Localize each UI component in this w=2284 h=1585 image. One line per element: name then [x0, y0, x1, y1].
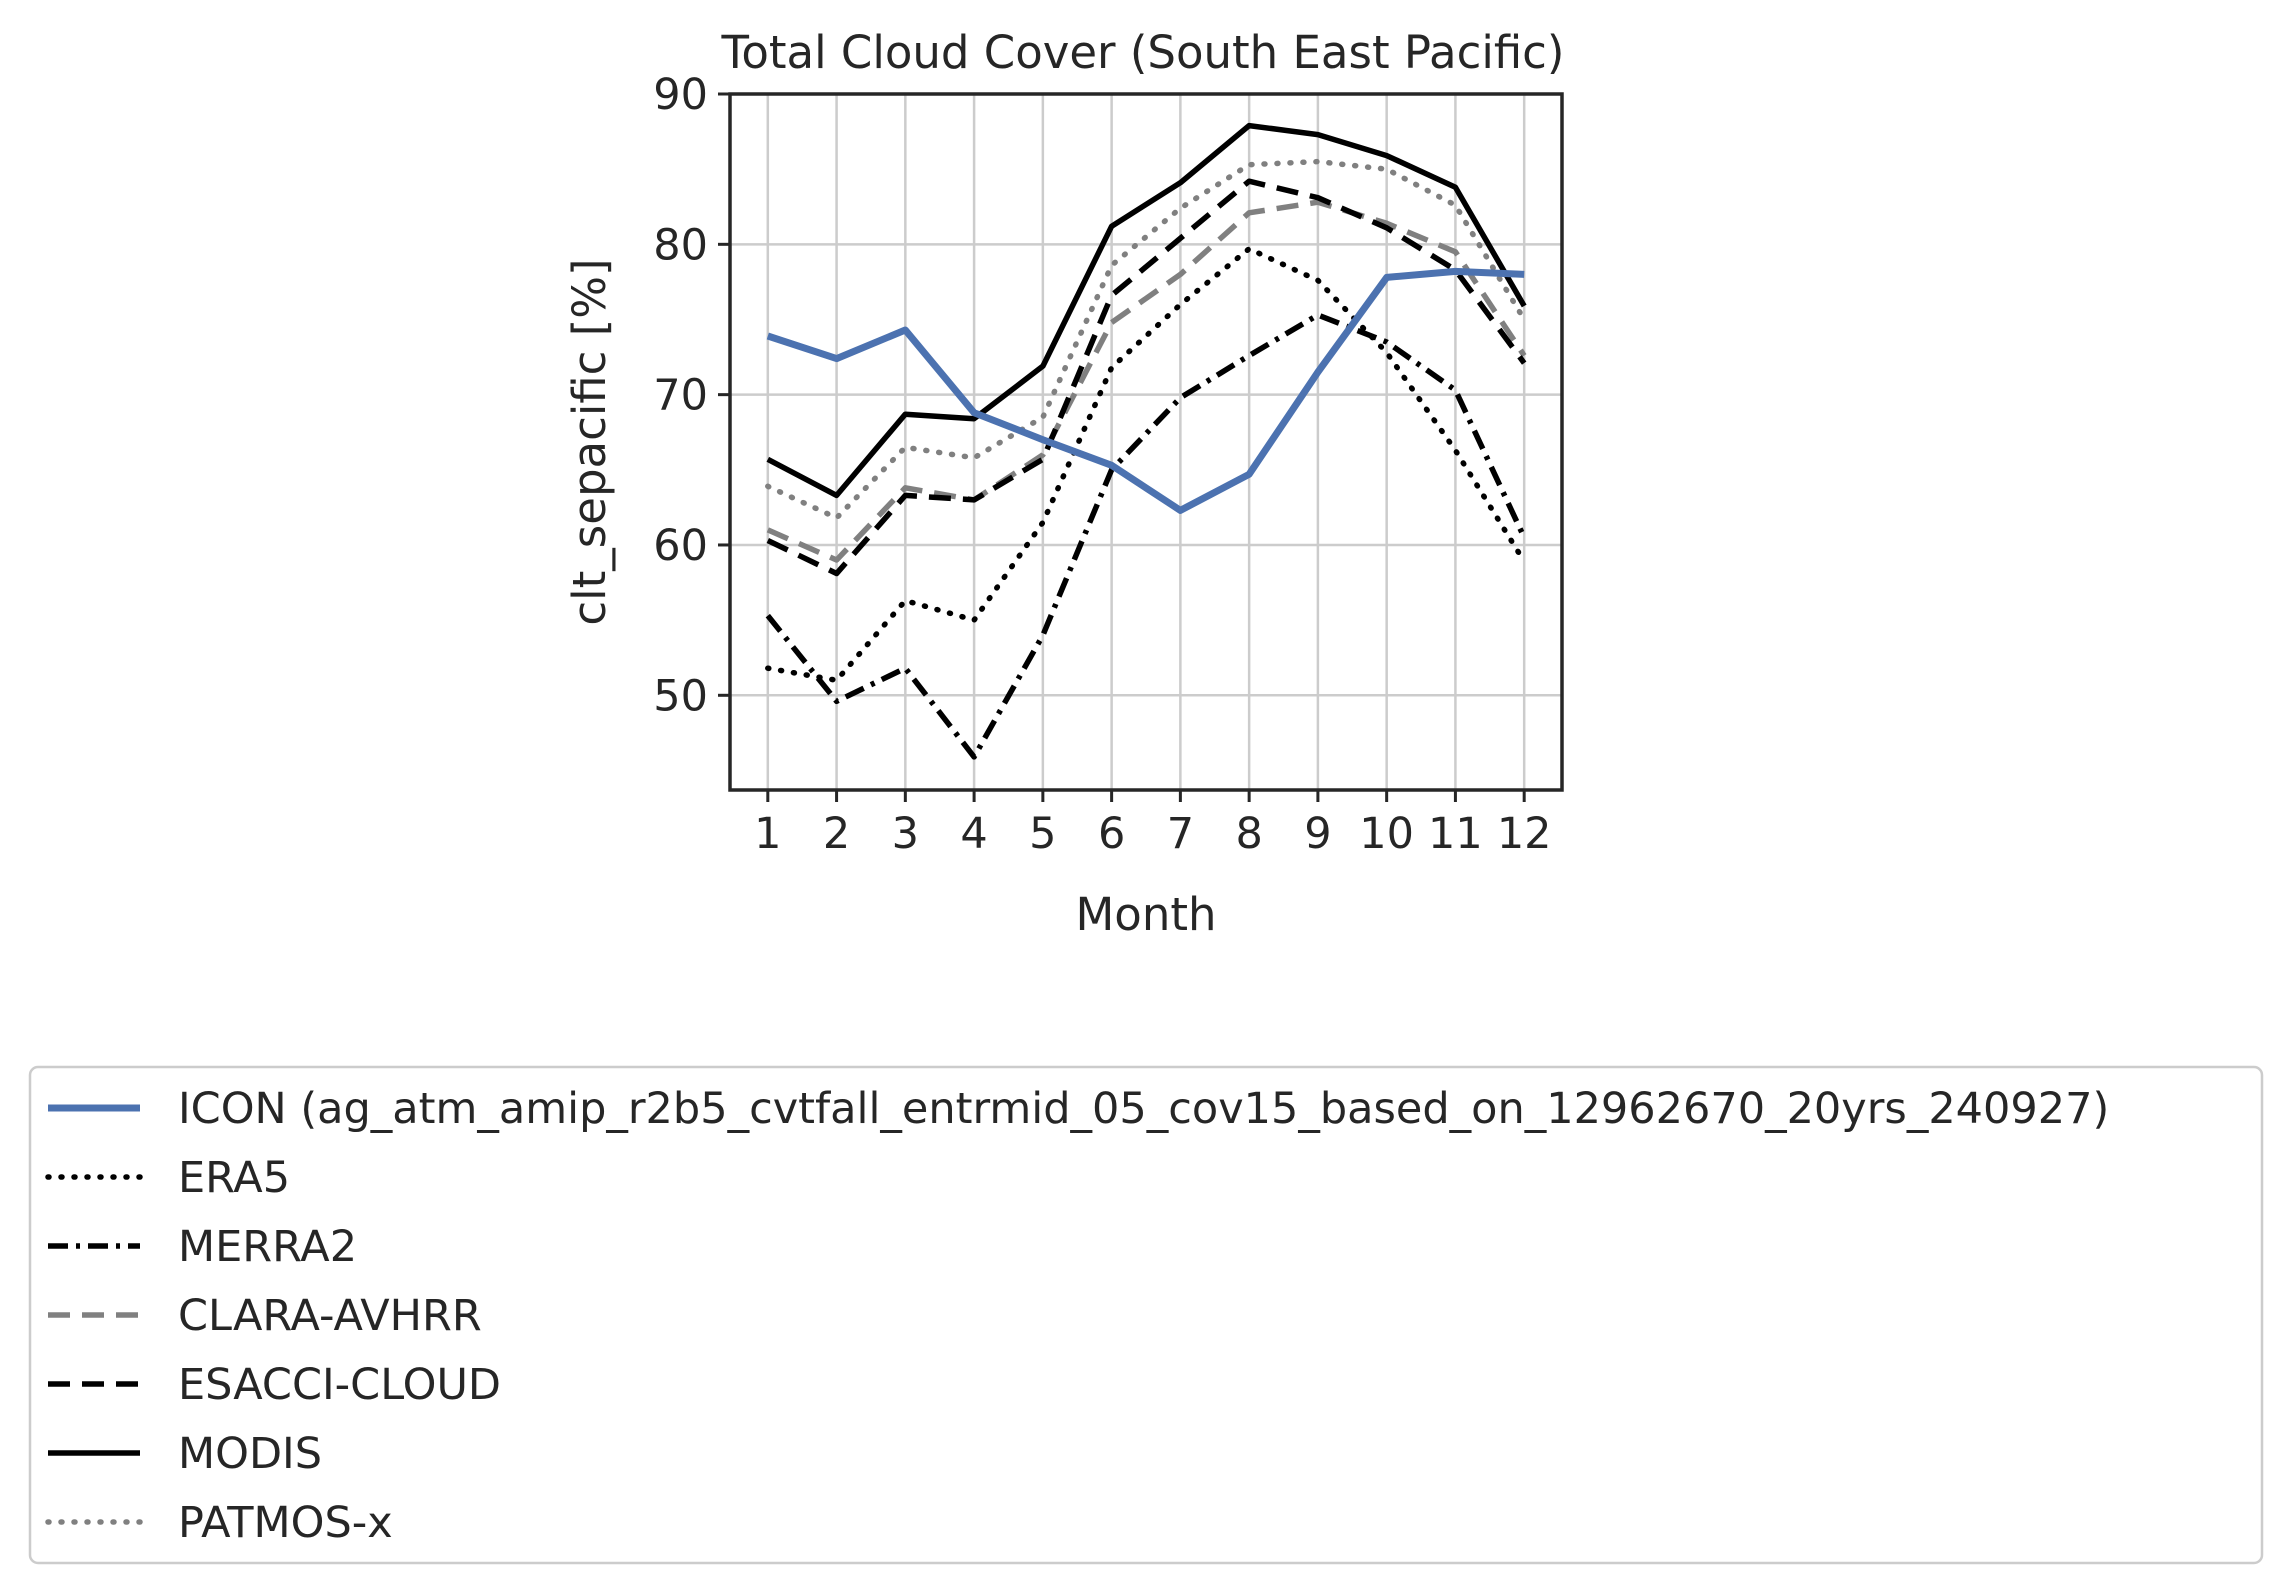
x-tick-label: 4 — [960, 809, 987, 859]
y-axis-label: clt_sepacific [%] — [563, 258, 616, 625]
y-tick-label: 80 — [653, 220, 708, 270]
x-axis-label: Month — [1075, 888, 1216, 941]
x-tick-label: 8 — [1235, 809, 1262, 859]
series-line-esacci-cloud — [766, 178, 1527, 577]
series-line-icon — [766, 267, 1525, 514]
y-tick-label: 50 — [653, 671, 708, 721]
x-tick-label: 10 — [1359, 809, 1414, 859]
x-tick-label: 7 — [1167, 809, 1194, 859]
series-line-clara-avhrr — [766, 199, 1527, 563]
series-lines — [765, 122, 1527, 760]
legend-label: MERRA2 — [178, 1222, 357, 1272]
x-tick-label: 5 — [1029, 809, 1056, 859]
x-tick-label: 12 — [1497, 809, 1552, 859]
plot-frame — [728, 92, 1564, 792]
x-tick-label: 6 — [1098, 809, 1125, 859]
x-tick-label: 11 — [1428, 809, 1483, 859]
legend-box — [28, 1065, 2264, 1565]
y-tick-label: 70 — [653, 371, 708, 421]
series-line-merra2 — [765, 312, 1527, 760]
x-tick-label: 2 — [823, 809, 850, 859]
legend-label: PATMOS-x — [178, 1498, 393, 1548]
legend-label: ESACCI-CLOUD — [178, 1360, 501, 1410]
x-tick-label: 1 — [754, 809, 781, 859]
y-tick-label: 90 — [653, 70, 708, 120]
legend-label: ICON (ag_atm_amip_r2b5_cvtfall_entrmid_0… — [178, 1084, 2109, 1134]
legend-label: CLARA-AVHRR — [178, 1291, 482, 1341]
y-tick-label: 60 — [653, 521, 708, 571]
legend: ICON (ag_atm_amip_r2b5_cvtfall_entrmid_0… — [28, 1065, 2264, 1565]
legend-label: ERA5 — [178, 1153, 290, 1203]
x-tick-label: 3 — [892, 809, 919, 859]
series-line-patmos-x — [765, 158, 1527, 521]
series-line-modis — [766, 122, 1527, 499]
chart-title: Total Cloud Cover (South East Pacific) — [721, 26, 1565, 79]
series-line-era5 — [765, 246, 1527, 684]
legend-label: MODIS — [178, 1429, 322, 1479]
x-tick-label: 9 — [1304, 809, 1331, 859]
